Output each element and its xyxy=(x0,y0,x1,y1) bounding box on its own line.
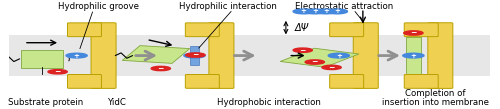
Text: +: + xyxy=(301,9,306,14)
Circle shape xyxy=(326,9,347,14)
Text: −: − xyxy=(312,58,318,66)
Text: −: − xyxy=(328,63,335,72)
Text: −: − xyxy=(410,28,416,37)
Circle shape xyxy=(186,53,205,57)
Circle shape xyxy=(322,65,341,70)
Circle shape xyxy=(328,53,349,58)
Text: +: + xyxy=(192,53,198,59)
FancyBboxPatch shape xyxy=(209,23,234,88)
FancyBboxPatch shape xyxy=(280,48,359,67)
FancyBboxPatch shape xyxy=(428,23,453,88)
Circle shape xyxy=(305,60,324,64)
FancyBboxPatch shape xyxy=(186,75,220,88)
Text: −: − xyxy=(54,67,61,76)
Text: Hydrophobic interaction: Hydrophobic interaction xyxy=(217,98,321,107)
FancyBboxPatch shape xyxy=(91,23,116,88)
FancyBboxPatch shape xyxy=(330,23,364,37)
Circle shape xyxy=(403,53,424,58)
FancyBboxPatch shape xyxy=(68,75,102,88)
Text: ΔΨ: ΔΨ xyxy=(294,23,309,33)
Text: +: + xyxy=(74,53,80,59)
Text: +: + xyxy=(323,9,329,14)
Circle shape xyxy=(151,66,171,71)
Text: Completion of
insertion into membrane: Completion of insertion into membrane xyxy=(382,89,488,107)
FancyBboxPatch shape xyxy=(404,23,438,37)
Circle shape xyxy=(404,31,423,35)
Text: −: − xyxy=(158,64,164,73)
Text: −: − xyxy=(300,46,306,55)
Text: Electrostatic attraction: Electrostatic attraction xyxy=(294,2,393,11)
Circle shape xyxy=(315,9,336,14)
FancyBboxPatch shape xyxy=(190,46,199,65)
FancyBboxPatch shape xyxy=(330,75,364,88)
FancyBboxPatch shape xyxy=(21,50,63,68)
FancyBboxPatch shape xyxy=(354,23,378,88)
Text: −: − xyxy=(192,51,198,60)
Circle shape xyxy=(184,53,205,58)
Circle shape xyxy=(66,53,87,58)
Circle shape xyxy=(304,9,326,14)
Text: Substrate protein: Substrate protein xyxy=(8,98,83,107)
FancyBboxPatch shape xyxy=(404,75,438,88)
Text: +: + xyxy=(336,53,342,59)
FancyBboxPatch shape xyxy=(122,46,190,63)
Text: Hydrophilic interaction: Hydrophilic interaction xyxy=(179,2,277,11)
FancyBboxPatch shape xyxy=(68,23,102,37)
Text: +: + xyxy=(410,53,416,59)
FancyBboxPatch shape xyxy=(10,35,490,76)
Text: +: + xyxy=(334,9,340,14)
FancyBboxPatch shape xyxy=(186,23,220,37)
Text: +: + xyxy=(312,9,318,14)
Circle shape xyxy=(293,9,314,14)
FancyBboxPatch shape xyxy=(406,37,421,74)
Circle shape xyxy=(48,70,67,74)
Text: YidC: YidC xyxy=(108,98,127,107)
Text: Hydrophilic groove: Hydrophilic groove xyxy=(58,2,139,11)
Circle shape xyxy=(293,48,312,52)
